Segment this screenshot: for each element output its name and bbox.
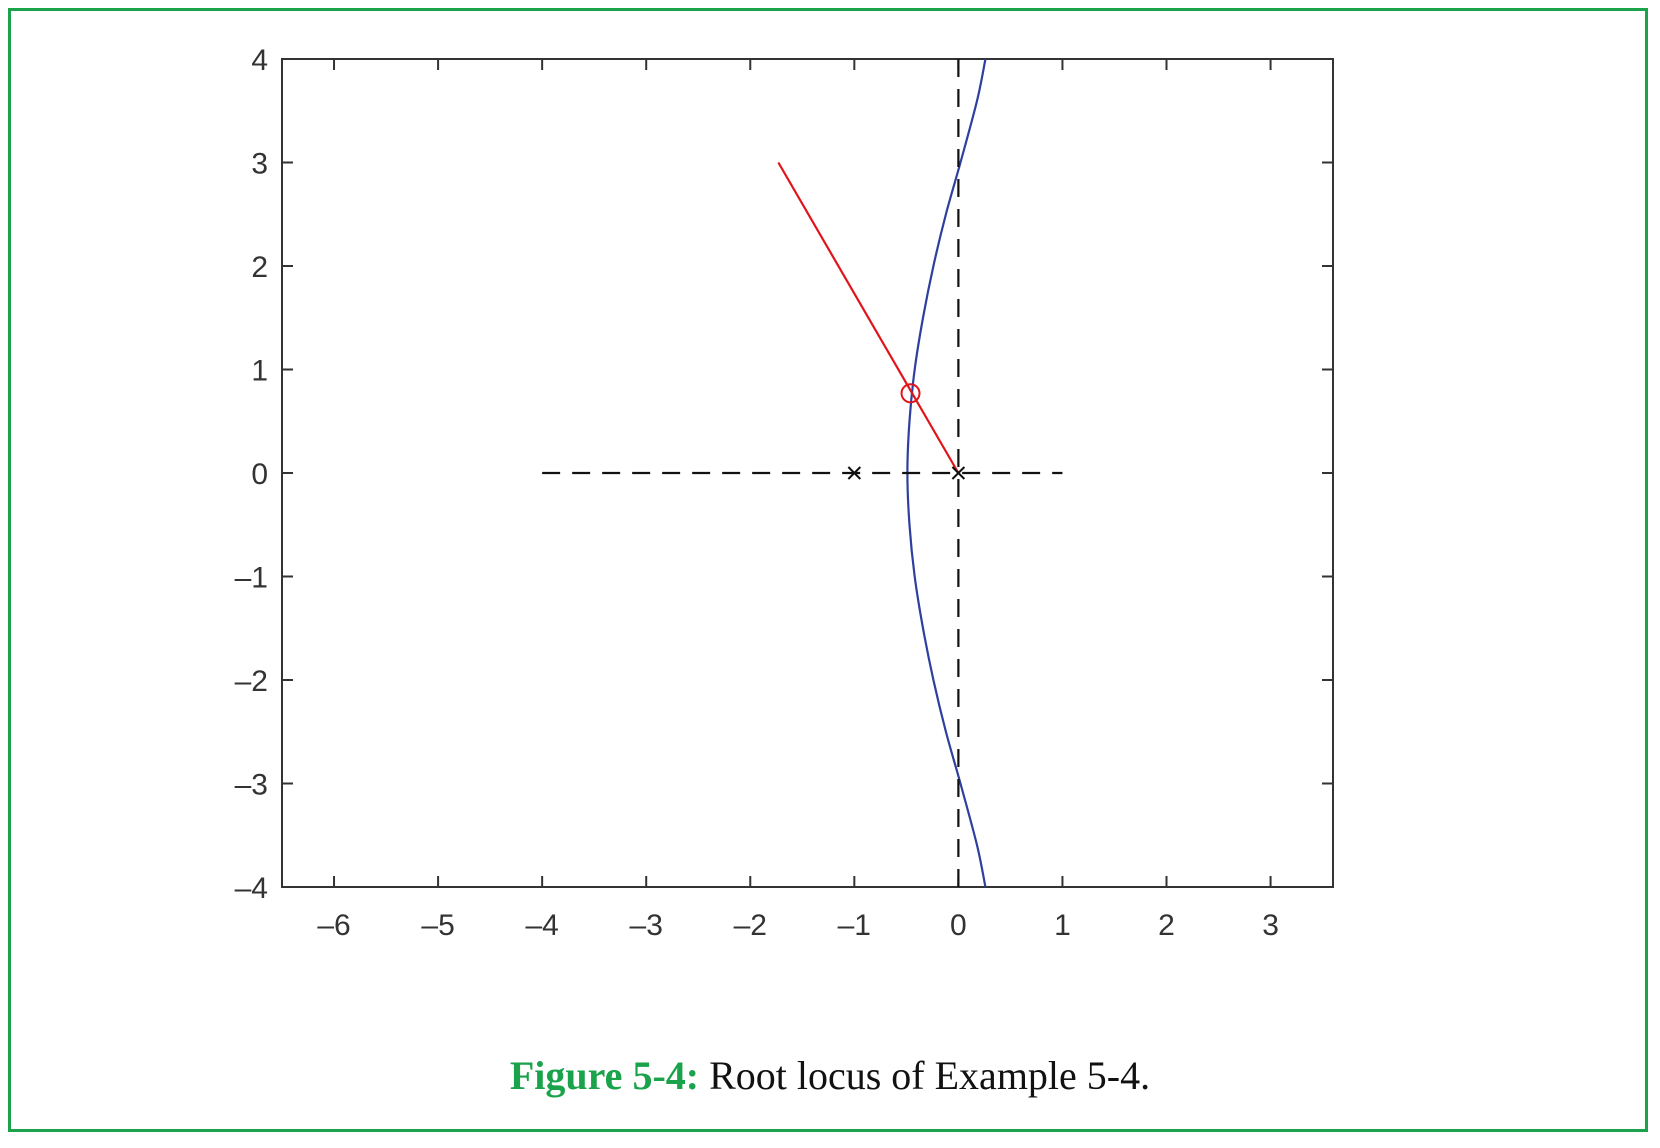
- x-tick-label: 3: [1262, 909, 1279, 942]
- x-tick-label: –1: [838, 909, 871, 942]
- pole-stroke: [847, 466, 862, 480]
- x-tick-label: –6: [317, 909, 350, 942]
- y-tick-label: –4: [235, 872, 268, 905]
- series-layer: [542, 58, 1063, 888]
- y-tick-label: –3: [235, 769, 268, 802]
- damping-ratio-line: [777, 161, 960, 474]
- figure-caption: Figure 5-4: Root locus of Example 5-4.: [0, 1052, 1660, 1099]
- y-tick-label: –1: [235, 562, 268, 595]
- plot-box: [281, 58, 1334, 888]
- x-tick-label: 2: [1158, 909, 1175, 942]
- y-tick-label: 4: [251, 44, 268, 77]
- x-tick-label: 1: [1054, 909, 1071, 942]
- pole-marker: [847, 466, 862, 480]
- figure-label: Figure 5-4:: [509, 1053, 700, 1098]
- y-tick-label: –2: [235, 665, 268, 698]
- pole-marker: [951, 466, 966, 480]
- y-tick-label: 1: [251, 355, 268, 388]
- figure-caption-text: Root locus of Example 5-4.: [699, 1053, 1151, 1098]
- x-tick-label: 0: [950, 909, 967, 942]
- y-tick-label: 3: [251, 148, 268, 181]
- x-tick-label: –5: [421, 909, 454, 942]
- x-tick-label: –4: [525, 909, 558, 942]
- y-tick-label: 0: [251, 458, 268, 491]
- marker-layer: [847, 383, 966, 480]
- y-tick-label: 2: [251, 251, 268, 284]
- x-tick-label: –3: [630, 909, 663, 942]
- axes: –6 –5 –4 –3 –2 –1 0 1 2 3 –4 –3 –2 –1 0 1 2 3 4: [235, 44, 1334, 942]
- x-tick-label: –2: [734, 909, 767, 942]
- intersection-circle-marker: [900, 383, 921, 404]
- pole-stroke: [951, 466, 966, 480]
